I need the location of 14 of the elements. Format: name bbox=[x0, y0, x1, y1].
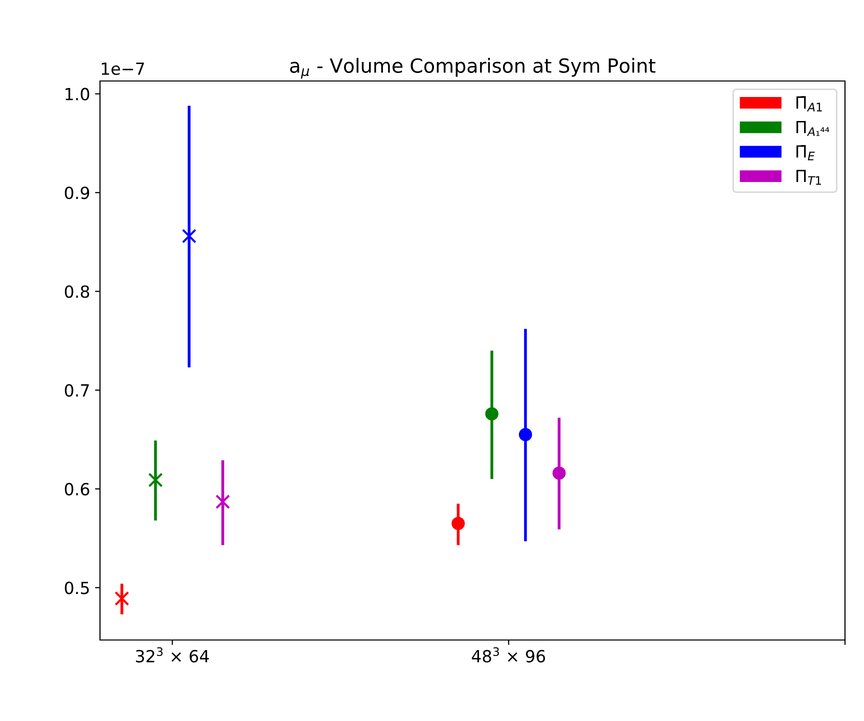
y-tick-label: 0.5 bbox=[64, 582, 89, 594]
y-tick-label: 0.8 bbox=[64, 285, 90, 298]
x-tick-label: 48$^{3}$ × 96 bbox=[472, 647, 546, 662]
x-tick-label: 32$^{3}$ × 64 bbox=[136, 647, 209, 662]
y-tick-label: 1.0 bbox=[66, 88, 90, 100]
y-tick-label: 0.9 bbox=[64, 186, 90, 200]
y-tick-label: 0.7 bbox=[64, 384, 89, 397]
y-tick-label: 0.6 bbox=[64, 482, 90, 496]
legend-label: Π̄$_{A1}$ bbox=[796, 96, 822, 112]
text: 1e−7 bbox=[102, 62, 144, 75]
legend-label: Π̄$_{E}$ bbox=[796, 145, 815, 160]
legend-label: Π$_{T1}$ bbox=[796, 170, 821, 185]
legend-label: Π$_{A₁⁴⁴}$ bbox=[796, 120, 830, 136]
chart-title: a$_{μ}$ - Volume Comparison at Sym Point bbox=[290, 58, 656, 79]
